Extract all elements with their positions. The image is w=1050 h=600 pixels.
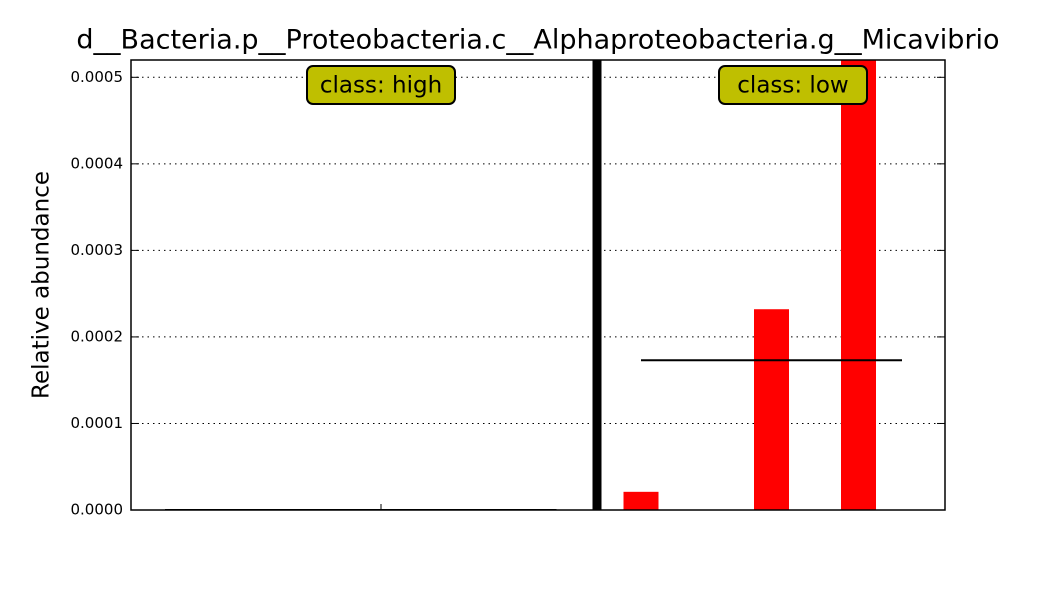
bar [623, 491, 659, 510]
class-label-box [306, 65, 456, 105]
y-tick-label: 0.0000 [71, 501, 124, 519]
class-label-box [718, 65, 868, 105]
y-tick-label: 0.0002 [71, 327, 124, 345]
y-tick-label: 0.0001 [71, 414, 124, 432]
plot-area [165, 60, 902, 510]
bar [841, 60, 876, 510]
chart-title: d__Bacteria.p__Proteobacteria.c__Alphapr… [76, 25, 999, 56]
y-tick-label: 0.0005 [71, 68, 124, 86]
class-label: class: low [737, 73, 848, 99]
bar [754, 309, 789, 510]
y-tick-label: 0.0004 [71, 154, 124, 172]
class-label: class: high [320, 73, 442, 99]
y-axis-label: Relative abundance [29, 171, 55, 399]
labels: 0.0000 0.0001 0.0002 0.0003 0.0004 0.0005 clas… [71, 65, 868, 519]
axes-frame [130, 59, 946, 511]
y-tick-label: 0.0003 [71, 241, 124, 259]
